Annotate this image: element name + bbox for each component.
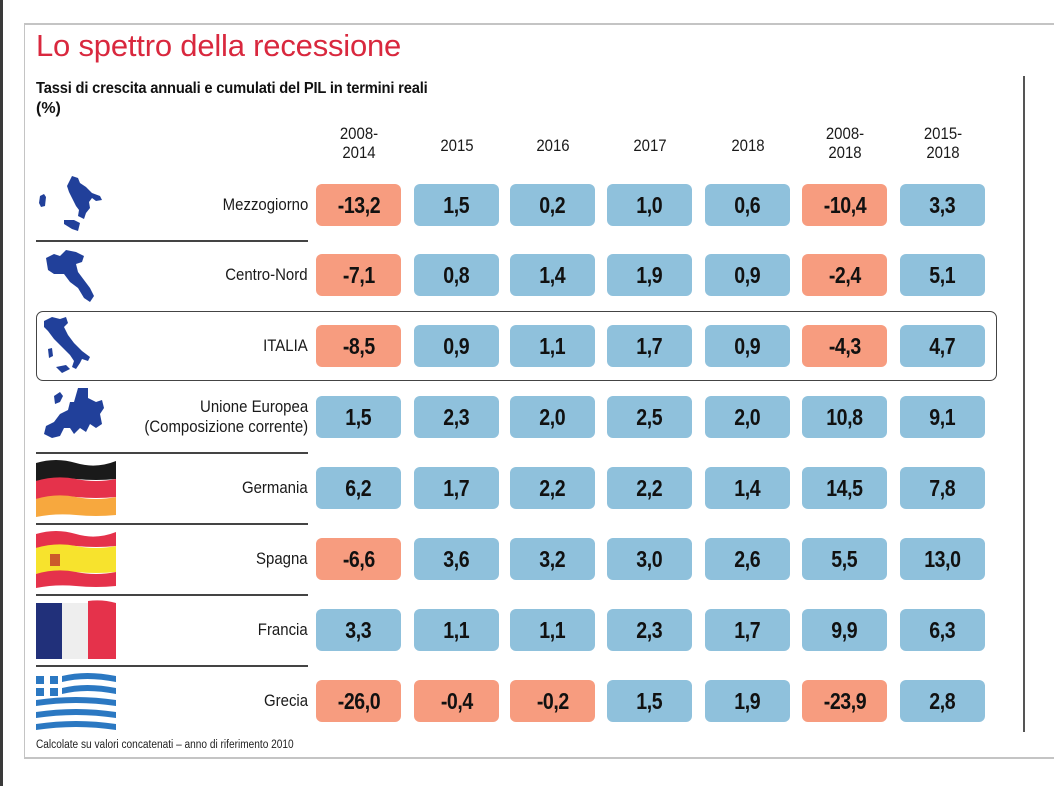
data-cell: 4,7 bbox=[900, 325, 985, 367]
data-cell: -23,9 bbox=[802, 680, 887, 722]
data-cell: 2,3 bbox=[607, 609, 692, 651]
chart-title: Lo spettro della recessione bbox=[36, 28, 402, 63]
data-cell: 0,9 bbox=[414, 325, 499, 367]
data-cell: -26,0 bbox=[316, 680, 401, 722]
row-separator bbox=[36, 240, 308, 242]
row-label: Francia bbox=[258, 620, 308, 639]
greece-flag-icon bbox=[36, 670, 116, 732]
unit-label: (%) bbox=[36, 100, 61, 117]
column-header: 2015- 2018 bbox=[923, 124, 963, 162]
data-cell: 0,8 bbox=[414, 254, 499, 296]
data-cell: -2,4 bbox=[802, 254, 887, 296]
right-divider bbox=[1023, 76, 1025, 732]
column-header: 2008- 2014 bbox=[339, 124, 379, 162]
data-cell: 1,4 bbox=[510, 254, 595, 296]
data-cell: 2,2 bbox=[510, 467, 595, 509]
data-cell: 9,9 bbox=[802, 609, 887, 651]
data-cell: 0,2 bbox=[510, 184, 595, 226]
data-cell: 0,9 bbox=[705, 254, 790, 296]
infographic-frame bbox=[24, 23, 1054, 759]
spain-flag-icon bbox=[36, 528, 116, 590]
south-italy-map-icon bbox=[36, 174, 116, 236]
data-cell: 2,6 bbox=[705, 538, 790, 580]
data-cell: 2,0 bbox=[705, 396, 790, 438]
data-cell: 6,3 bbox=[900, 609, 985, 651]
data-cell: -0,4 bbox=[414, 680, 499, 722]
row-label: Grecia bbox=[263, 691, 308, 710]
data-cell: -8,5 bbox=[316, 325, 401, 367]
data-cell: 0,6 bbox=[705, 184, 790, 226]
north-italy-map-icon bbox=[36, 244, 116, 306]
chart-subtitle: Tassi di crescita annuali e cumulati del… bbox=[36, 80, 428, 97]
data-cell: 1,7 bbox=[607, 325, 692, 367]
data-cell: 1,7 bbox=[414, 467, 499, 509]
column-header: 2018 bbox=[731, 136, 765, 155]
data-cell: 14,5 bbox=[802, 467, 887, 509]
row-label: ITALIA bbox=[263, 336, 308, 355]
column-header: 2017 bbox=[633, 136, 667, 155]
data-cell: 1,0 bbox=[607, 184, 692, 226]
row-label: Spagna bbox=[256, 549, 308, 568]
data-cell: 2,2 bbox=[607, 467, 692, 509]
row-label: Germania bbox=[242, 478, 308, 497]
column-header: 2015 bbox=[440, 136, 474, 155]
row-separator bbox=[36, 523, 308, 525]
data-cell: 13,0 bbox=[900, 538, 985, 580]
data-cell: 3,3 bbox=[900, 184, 985, 226]
data-cell: -6,6 bbox=[316, 538, 401, 580]
data-cell: 1,9 bbox=[607, 254, 692, 296]
column-header: 2008- 2018 bbox=[825, 124, 865, 162]
data-cell: 1,5 bbox=[607, 680, 692, 722]
row-separator bbox=[36, 594, 308, 596]
data-cell: 2,8 bbox=[900, 680, 985, 722]
data-cell: 3,0 bbox=[607, 538, 692, 580]
data-cell: 2,3 bbox=[414, 396, 499, 438]
data-cell: -7,1 bbox=[316, 254, 401, 296]
data-cell: 3,2 bbox=[510, 538, 595, 580]
data-cell: 3,6 bbox=[414, 538, 499, 580]
data-cell: 1,5 bbox=[414, 184, 499, 226]
data-cell: 9,1 bbox=[900, 396, 985, 438]
data-cell: 2,0 bbox=[510, 396, 595, 438]
france-flag-icon bbox=[36, 599, 116, 661]
row-label: Mezzogiorno bbox=[222, 195, 308, 214]
row-separator bbox=[36, 665, 308, 667]
data-cell: 5,5 bbox=[802, 538, 887, 580]
data-cell: -13,2 bbox=[316, 184, 401, 226]
data-cell: 1,7 bbox=[705, 609, 790, 651]
data-cell: 6,2 bbox=[316, 467, 401, 509]
data-cell: -0,2 bbox=[510, 680, 595, 722]
data-cell: 1,1 bbox=[510, 325, 595, 367]
data-cell: 0,9 bbox=[705, 325, 790, 367]
data-cell: 1,4 bbox=[705, 467, 790, 509]
italy-map-icon bbox=[36, 315, 116, 377]
window-edge bbox=[0, 0, 3, 786]
germany-flag-icon bbox=[36, 457, 116, 519]
data-cell: 1,9 bbox=[705, 680, 790, 722]
data-cell: 5,1 bbox=[900, 254, 985, 296]
data-cell: 1,5 bbox=[316, 396, 401, 438]
europe-map-icon bbox=[36, 386, 116, 448]
data-cell: -10,4 bbox=[802, 184, 887, 226]
row-label: Unione Europea (Composizione corrente) bbox=[144, 397, 308, 436]
data-cell: 1,1 bbox=[414, 609, 499, 651]
data-cell: 7,8 bbox=[900, 467, 985, 509]
data-cell: -4,3 bbox=[802, 325, 887, 367]
footnote: Calcolate su valori concatenati – anno d… bbox=[36, 739, 294, 751]
row-separator bbox=[36, 452, 308, 454]
data-cell: 3,3 bbox=[316, 609, 401, 651]
data-cell: 2,5 bbox=[607, 396, 692, 438]
data-cell: 10,8 bbox=[802, 396, 887, 438]
column-header: 2016 bbox=[536, 136, 570, 155]
italia-highlight-box bbox=[36, 311, 997, 381]
data-cell: 1,1 bbox=[510, 609, 595, 651]
row-label: Centro-Nord bbox=[225, 265, 308, 284]
